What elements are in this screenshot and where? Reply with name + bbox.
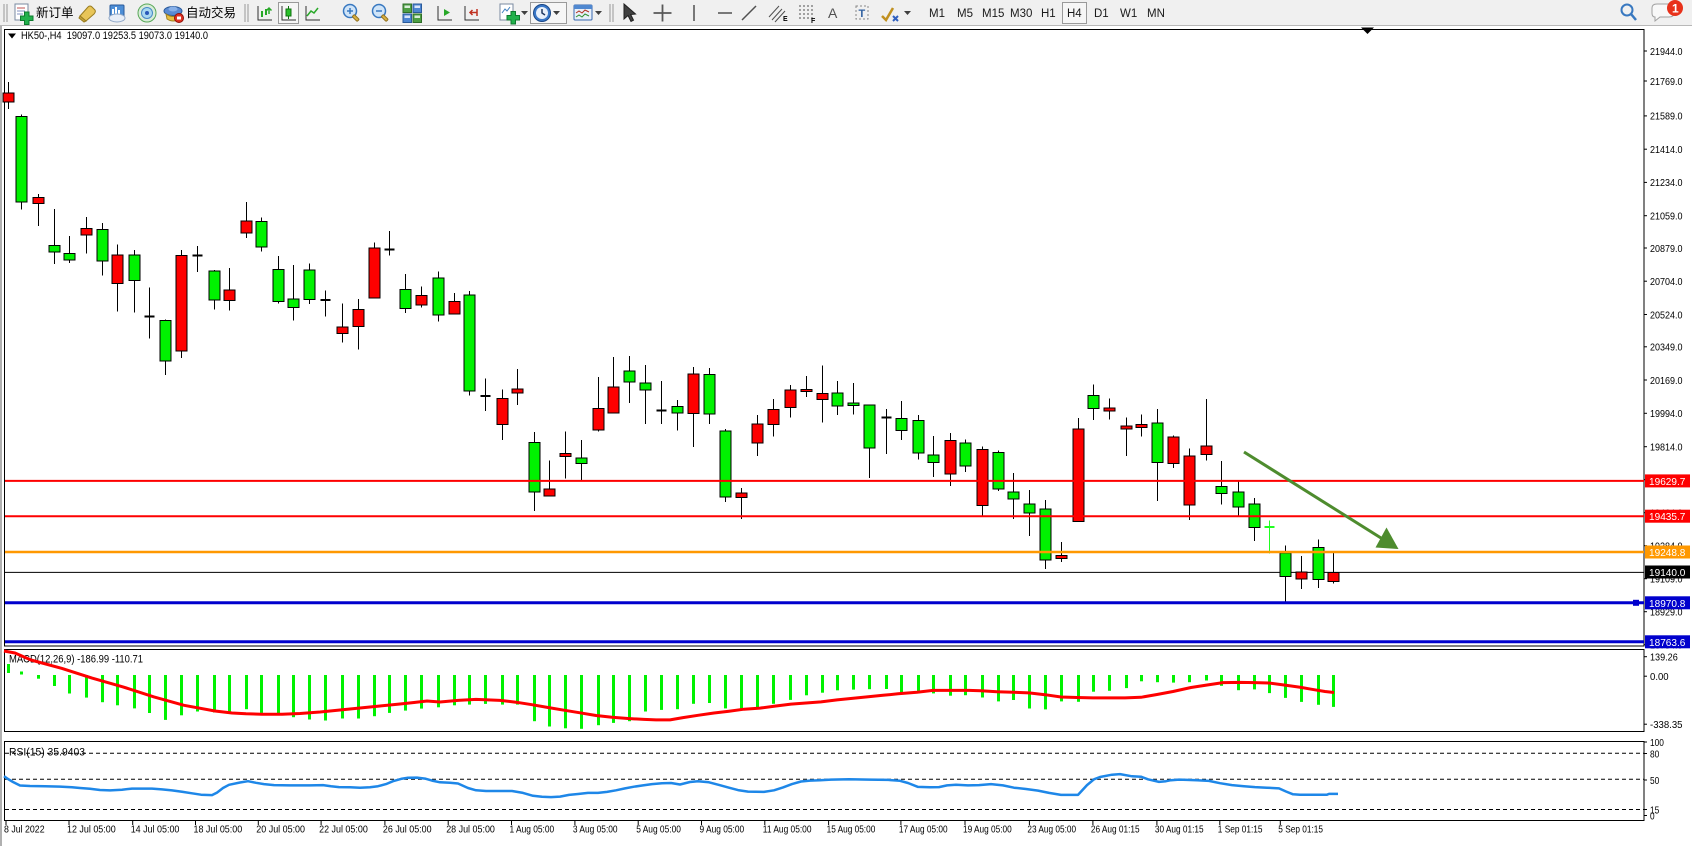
svg-text:22 Jul 05:00: 22 Jul 05:00 [319, 824, 368, 836]
svg-text:80: 80 [1650, 748, 1659, 760]
svg-text:18970.8: 18970.8 [1649, 598, 1686, 610]
svg-text:0.00: 0.00 [1650, 671, 1669, 683]
svg-text:H1: H1 [1041, 8, 1056, 20]
svg-text:M1: M1 [929, 8, 945, 20]
svg-text:20169.0: 20169.0 [1650, 375, 1683, 387]
svg-text:19248.8: 19248.8 [1649, 547, 1686, 559]
svg-text:19140.0: 19140.0 [1649, 567, 1686, 579]
svg-text:20879.0: 20879.0 [1650, 243, 1683, 255]
svg-text:21414.0: 21414.0 [1650, 144, 1683, 156]
svg-text:14 Jul 05:00: 14 Jul 05:00 [131, 824, 180, 836]
svg-text:D1: D1 [1094, 8, 1109, 20]
svg-text:T: T [859, 8, 866, 20]
svg-text:1 Aug 05:00: 1 Aug 05:00 [510, 824, 555, 836]
svg-text:3 Aug 05:00: 3 Aug 05:00 [573, 824, 618, 836]
svg-text:0: 0 [1650, 810, 1655, 822]
svg-text:5 Sep 01:15: 5 Sep 01:15 [1278, 824, 1323, 836]
svg-text:A: A [828, 5, 838, 21]
svg-text:139.26: 139.26 [1650, 652, 1678, 664]
svg-text:9 Aug 05:00: 9 Aug 05:00 [700, 824, 745, 836]
svg-text:11 Aug 05:00: 11 Aug 05:00 [763, 824, 812, 836]
svg-text:20524.0: 20524.0 [1650, 309, 1683, 321]
svg-text:W1: W1 [1120, 8, 1137, 20]
svg-text:19435.7: 19435.7 [1649, 511, 1686, 523]
svg-text:M30: M30 [1010, 8, 1032, 20]
svg-text:MN: MN [1147, 8, 1165, 20]
svg-text:18 Jul 05:00: 18 Jul 05:00 [194, 824, 243, 836]
svg-text:M15: M15 [982, 8, 1004, 20]
svg-text:23 Aug 05:00: 23 Aug 05:00 [1027, 824, 1076, 836]
svg-text:21234.0: 21234.0 [1650, 177, 1683, 189]
svg-text:19629.7: 19629.7 [1649, 476, 1686, 488]
svg-text:17 Aug 05:00: 17 Aug 05:00 [899, 824, 948, 836]
svg-text:20349.0: 20349.0 [1650, 342, 1683, 354]
svg-text:19994.0: 19994.0 [1650, 408, 1683, 420]
svg-text:RSI(15) 35.9403: RSI(15) 35.9403 [9, 747, 85, 759]
svg-text:-338.35: -338.35 [1650, 719, 1683, 731]
svg-text:21769.0: 21769.0 [1650, 76, 1683, 88]
svg-text:12 Jul 05:00: 12 Jul 05:00 [67, 824, 116, 836]
svg-text:M5: M5 [957, 8, 973, 20]
svg-text:30 Aug 01:15: 30 Aug 01:15 [1155, 824, 1204, 836]
svg-text:21589.0: 21589.0 [1650, 111, 1683, 123]
svg-text:100: 100 [1650, 737, 1664, 749]
svg-text:15 Aug 05:00: 15 Aug 05:00 [827, 824, 876, 836]
svg-text:28 Jul 05:00: 28 Jul 05:00 [446, 824, 495, 836]
svg-text:新订单: 新订单 [36, 5, 74, 20]
svg-text:18929.0: 18929.0 [1650, 607, 1683, 619]
svg-text:21944.0: 21944.0 [1650, 46, 1683, 58]
svg-text:18763.6: 18763.6 [1649, 637, 1686, 649]
svg-text:1 Sep 01:15: 1 Sep 01:15 [1218, 824, 1263, 836]
svg-text:19814.0: 19814.0 [1650, 442, 1683, 454]
svg-text:20 Jul 05:00: 20 Jul 05:00 [256, 824, 305, 836]
svg-text:H4: H4 [1067, 8, 1082, 20]
svg-text:50: 50 [1650, 775, 1659, 787]
svg-text:F: F [811, 18, 816, 25]
svg-text:21059.0: 21059.0 [1650, 211, 1683, 223]
svg-text:HK50-,H4 19097.0 19253.5 1907: HK50-,H4 19097.0 19253.5 19073.0 19140.0 [21, 30, 208, 42]
svg-text:自动交易: 自动交易 [186, 5, 236, 20]
svg-text:1: 1 [1672, 2, 1679, 16]
svg-text:8 Jul 2022: 8 Jul 2022 [4, 824, 45, 836]
svg-text:15: 15 [1650, 804, 1659, 816]
svg-text:19 Aug 05:00: 19 Aug 05:00 [963, 824, 1012, 836]
svg-text:20704.0: 20704.0 [1650, 276, 1683, 288]
svg-text:26 Jul 05:00: 26 Jul 05:00 [383, 824, 432, 836]
svg-text:E: E [783, 16, 788, 23]
svg-text:26 Aug 01:15: 26 Aug 01:15 [1091, 824, 1140, 836]
svg-text:5 Aug 05:00: 5 Aug 05:00 [636, 824, 681, 836]
